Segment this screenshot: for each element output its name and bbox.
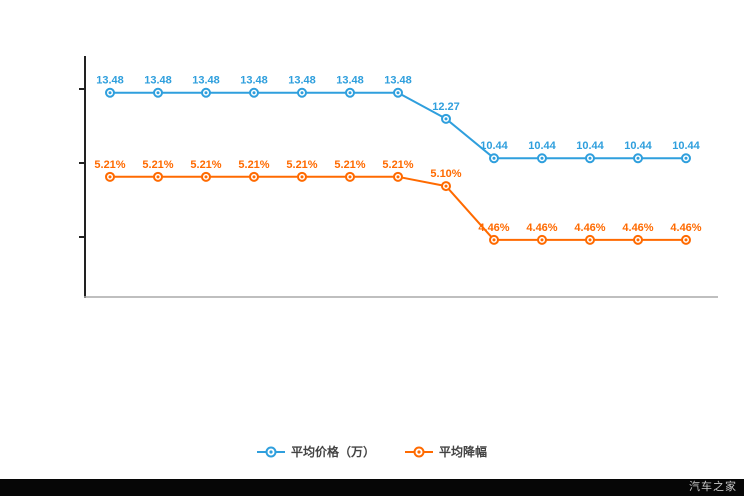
legend-marker-blue-icon <box>256 446 285 457</box>
data-label: 5.21% <box>382 159 413 171</box>
data-label: 5.21% <box>286 159 317 171</box>
data-point-core <box>588 156 592 160</box>
data-point-core <box>252 175 256 179</box>
data-point-core <box>684 156 688 160</box>
data-label: 5.21% <box>142 159 173 171</box>
legend-item-average-price[interactable]: 平均价格（万） <box>256 443 375 460</box>
data-point-core <box>684 238 688 242</box>
data-point-core <box>444 117 448 121</box>
data-point-core <box>396 91 400 95</box>
watermark-bar: 汽车之家 <box>0 479 744 496</box>
data-label: 13.48 <box>336 75 364 87</box>
data-label: 10.44 <box>528 140 556 152</box>
data-point-core <box>636 238 640 242</box>
watermark-text: 汽车之家 <box>689 481 737 493</box>
data-label: 5.21% <box>238 159 269 171</box>
data-point-core <box>396 175 400 179</box>
data-point-core <box>492 238 496 242</box>
data-label: 10.44 <box>480 140 508 152</box>
legend-item-average-discount[interactable]: 平均降幅 <box>405 443 487 460</box>
data-label: 4.46% <box>574 222 605 234</box>
data-point-core <box>252 91 256 95</box>
legend-label-average-discount: 平均降幅 <box>439 445 488 459</box>
data-point-core <box>156 91 160 95</box>
data-point-core <box>492 156 496 160</box>
data-point-core <box>300 175 304 179</box>
data-point-core <box>108 91 112 95</box>
data-label: 13.48 <box>144 75 172 87</box>
data-label: 5.21% <box>334 159 365 171</box>
data-point-core <box>156 175 160 179</box>
data-label: 5.21% <box>190 159 221 171</box>
chart-legend: 平均价格（万） 平均降幅 <box>0 443 744 460</box>
data-label: 5.10% <box>430 168 461 180</box>
data-point-core <box>204 175 208 179</box>
data-label: 13.48 <box>384 75 412 87</box>
data-label: 13.48 <box>288 75 316 87</box>
data-point-core <box>204 91 208 95</box>
legend-marker-orange-icon <box>405 446 433 457</box>
data-label: 13.48 <box>192 75 220 87</box>
data-point-core <box>300 91 304 95</box>
data-label: 12.27 <box>432 101 460 113</box>
data-point-core <box>348 91 352 95</box>
data-label: 4.46% <box>622 222 653 234</box>
data-label: 10.44 <box>672 140 700 152</box>
data-label: 4.46% <box>670 222 701 234</box>
data-label: 13.48 <box>96 75 124 87</box>
data-point-core <box>348 175 352 179</box>
data-point-core <box>540 238 544 242</box>
data-label: 4.46% <box>478 222 509 234</box>
data-label: 5.21% <box>94 159 125 171</box>
price-trend-chart: 13.48 13.48 13.48 13.48 13.48 13.48 13.48 12.27… <box>79 56 718 298</box>
data-label: 10.44 <box>576 140 604 152</box>
data-point-core <box>108 175 112 179</box>
data-point-core <box>540 156 544 160</box>
data-point-core <box>444 184 448 188</box>
data-point-core <box>636 156 640 160</box>
legend-label-average-price: 平均价格（万） <box>290 445 375 459</box>
data-label: 4.46% <box>526 222 557 234</box>
data-label: 13.48 <box>240 75 268 87</box>
data-point-core <box>588 238 592 242</box>
data-label: 10.44 <box>624 140 652 152</box>
